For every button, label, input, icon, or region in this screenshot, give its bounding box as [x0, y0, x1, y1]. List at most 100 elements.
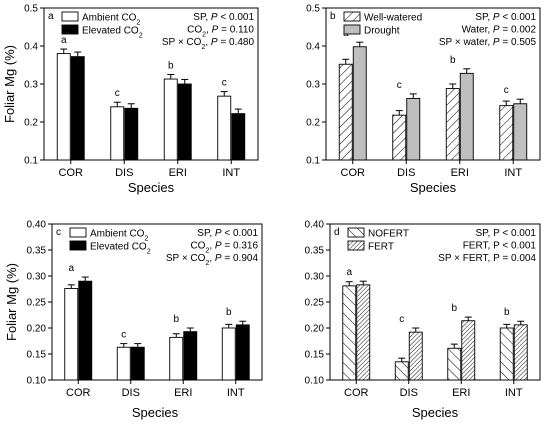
panel-letter: d	[334, 227, 340, 238]
legend-swatch	[343, 11, 361, 22]
bar-ambient-codis	[116, 346, 131, 381]
bar-ferteri	[461, 320, 476, 381]
bar-ambient-cocor	[56, 53, 71, 161]
x-tick-label: DIS	[400, 387, 418, 399]
panel-letter: b	[330, 11, 336, 22]
x-tick-label: COR	[59, 167, 84, 179]
y-tick-label: 0.4	[24, 42, 38, 53]
bar-elevated-coint	[231, 113, 246, 161]
legend-swatch	[347, 240, 365, 251]
y-tick-label: 0.20	[305, 324, 325, 335]
legend-swatch	[61, 24, 79, 35]
y-tick-label: 0.15	[27, 350, 47, 361]
stats-line: CO2, P = 0.316	[190, 241, 258, 255]
bar-well-wateredcor	[338, 63, 353, 161]
x-tick-label: COR	[344, 387, 369, 399]
stats-line: CO2, P = 0.110	[187, 25, 254, 39]
bar-well-wateredint	[499, 105, 514, 161]
bar-elevated-coeri	[183, 331, 198, 381]
significance-letter: b	[504, 307, 510, 318]
significance-letter: c	[397, 80, 402, 91]
legend-swatch	[347, 227, 365, 238]
legend-swatch	[69, 240, 87, 251]
y-tick-label: 0.40	[305, 220, 325, 231]
x-tick-label: COR	[341, 167, 366, 179]
legend-label: Ambient CO2	[82, 13, 140, 27]
stats-line: Water, P = 0.002	[462, 25, 537, 36]
x-tick-label: DIS	[115, 167, 133, 179]
bar-fertdis	[408, 331, 423, 381]
x-tick-label: ERI	[174, 387, 192, 399]
panel-b: 0.10.20.30.40.5CORaDIScERIbINTcSpeciesbW…	[306, 4, 541, 195]
y-tick-label: 0.2	[24, 118, 38, 129]
x-tick-label: DIS	[122, 387, 140, 399]
significance-letter: b	[451, 303, 457, 314]
bar-elevated-cocor	[70, 56, 85, 161]
bar-ambient-cocor	[64, 288, 79, 381]
bar-nofertcor	[342, 285, 357, 381]
legend-label: NOFERT	[368, 229, 409, 240]
panel-letter: a	[48, 11, 54, 22]
x-tick-label: INT	[222, 167, 240, 179]
y-tick-label: 0.2	[306, 118, 320, 129]
bar-elevated-codis	[130, 346, 145, 381]
bar-ambient-coint	[217, 95, 232, 161]
significance-letter: b	[173, 314, 179, 325]
bar-droughtdis	[406, 97, 421, 161]
panel-d: 0.10 0.15 0.20 0.25 0.30 0.35 0.40 COR a DIS c ERI b…	[305, 220, 541, 420]
stats-line: SP × CO2, P = 0.480	[162, 37, 255, 51]
legend-label: Well-watered	[364, 13, 422, 24]
x-axis-label: Species	[132, 405, 179, 420]
stats-line: SP, P < 0.001	[475, 228, 536, 239]
y-tick-label: 0.3	[306, 80, 320, 91]
legend-label: Ambient CO2	[90, 229, 148, 243]
stats-line: SP, P < 0.001	[197, 228, 258, 239]
stats-line: SP, P < 0.001	[193, 12, 254, 23]
y-tick-label: 0.25	[27, 298, 47, 309]
y-tick-label: 0.1	[306, 156, 320, 167]
y-tick-label: 0.5	[24, 4, 38, 15]
y-tick-label: 0.10	[27, 376, 47, 387]
bar-droughtcor	[352, 46, 367, 161]
x-tick-label: INT	[504, 167, 522, 179]
bar-well-waterederi	[445, 88, 460, 161]
bar-elevated-coint	[235, 324, 250, 381]
legend-swatch	[343, 24, 361, 35]
bar-ambient-coint	[221, 327, 236, 381]
bar-nofertdis	[394, 361, 409, 381]
bar-well-watereddis	[392, 114, 407, 161]
y-axis-label: Foliar Mg (%)	[2, 45, 17, 123]
y-tick-label: 0.40	[27, 220, 47, 231]
bar-elevated-cocor	[78, 280, 93, 381]
legend-swatch	[61, 11, 79, 22]
significance-letter: b	[226, 307, 232, 318]
panel-letter: c	[56, 227, 61, 238]
significance-letter: c	[222, 78, 227, 89]
x-tick-label: INT	[505, 387, 523, 399]
significance-letter: a	[346, 267, 352, 278]
y-tick-label: 0.25	[305, 298, 325, 309]
x-tick-label: COR	[66, 387, 91, 399]
significance-letter: a	[61, 35, 67, 46]
x-axis-label: Species	[410, 180, 457, 195]
y-tick-label: 0.5	[306, 4, 320, 15]
x-tick-label: ERI	[169, 167, 187, 179]
legend-label: Drought	[364, 26, 400, 37]
y-tick-label: 0.35	[27, 246, 47, 257]
y-tick-label: 0.3	[24, 80, 38, 91]
panel-c: 0.10 0.15 0.20 0.25 0.30 0.35 0.40 Foliar Mg (%…	[4, 220, 263, 420]
bar-noferteri	[447, 347, 462, 381]
x-tick-label: DIS	[397, 167, 415, 179]
significance-letter: b	[168, 61, 174, 72]
bar-ambient-coeri	[163, 78, 178, 161]
bar-nofertint	[499, 327, 514, 381]
y-tick-label: 0.15	[305, 350, 325, 361]
legend-swatch	[69, 227, 87, 238]
bar-droughteri	[459, 72, 474, 161]
legend-label: FERT	[368, 242, 394, 253]
x-tick-label: ERI	[452, 387, 470, 399]
bar-fertint	[513, 324, 528, 381]
bar-droughtint	[513, 103, 528, 161]
x-axis-label: Species	[128, 180, 175, 195]
